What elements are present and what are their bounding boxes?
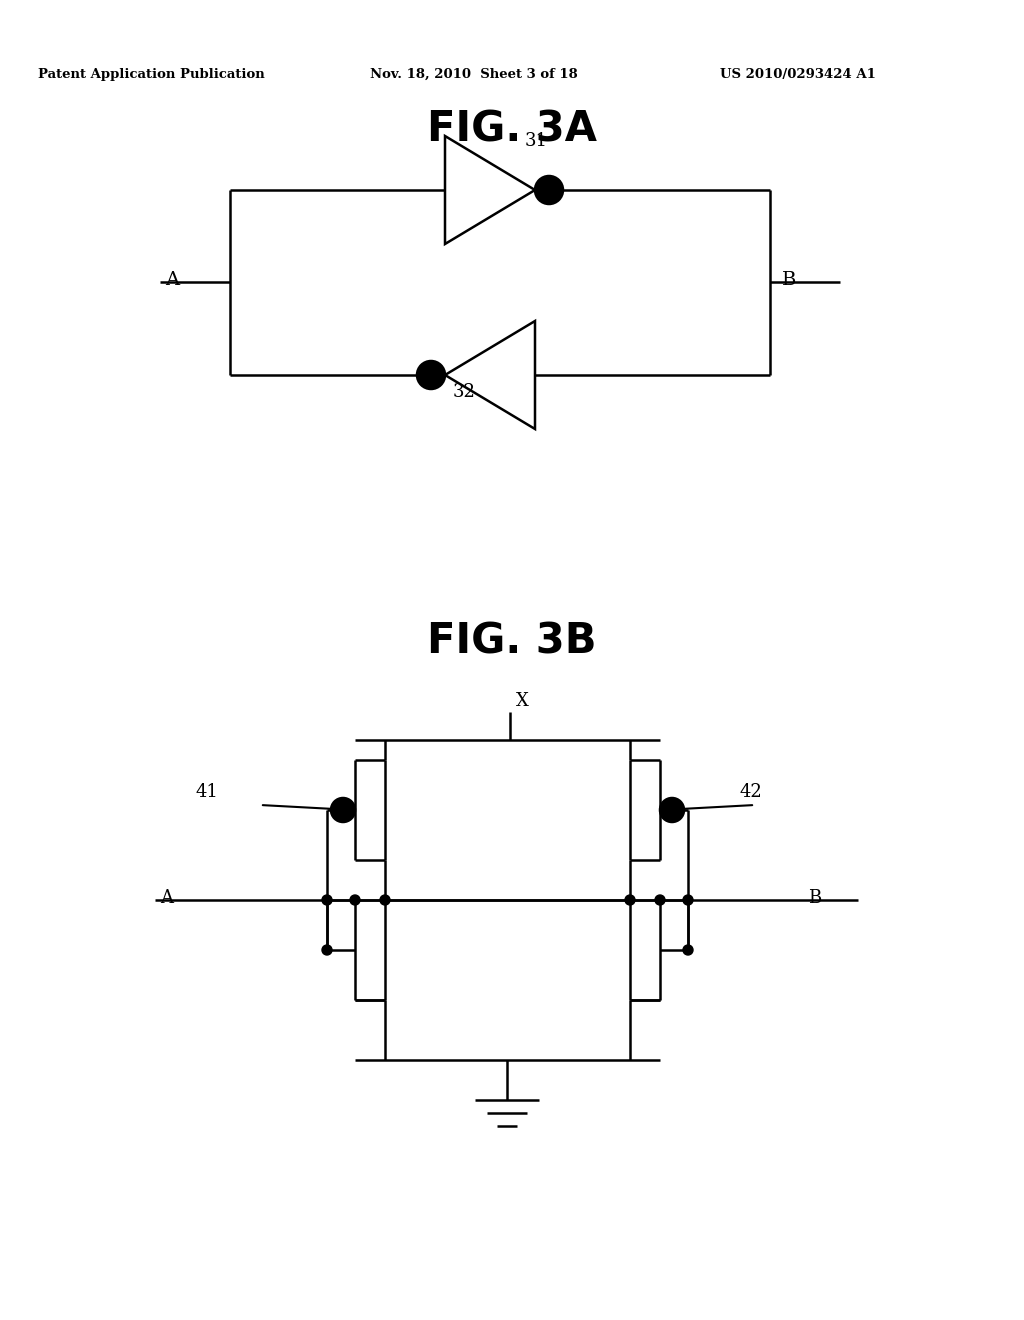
Circle shape (683, 945, 693, 954)
Text: B: B (782, 271, 797, 289)
Text: Patent Application Publication: Patent Application Publication (38, 69, 265, 81)
Circle shape (655, 895, 665, 906)
Circle shape (322, 895, 332, 906)
Circle shape (417, 360, 445, 389)
Circle shape (660, 799, 684, 822)
Text: X: X (516, 692, 528, 710)
Text: 41: 41 (195, 783, 218, 801)
Circle shape (350, 895, 360, 906)
Text: A: A (165, 271, 179, 289)
Circle shape (625, 895, 635, 906)
Circle shape (380, 895, 390, 906)
Circle shape (683, 895, 693, 906)
Text: A: A (160, 888, 173, 907)
Text: US 2010/0293424 A1: US 2010/0293424 A1 (720, 69, 876, 81)
Circle shape (535, 176, 563, 205)
Circle shape (322, 945, 332, 954)
Text: 31: 31 (525, 132, 548, 150)
Text: Nov. 18, 2010  Sheet 3 of 18: Nov. 18, 2010 Sheet 3 of 18 (370, 69, 578, 81)
Text: B: B (808, 888, 821, 907)
Text: 32: 32 (453, 383, 476, 401)
Circle shape (331, 799, 355, 822)
Text: FIG. 3A: FIG. 3A (427, 108, 597, 150)
Text: FIG. 3B: FIG. 3B (427, 620, 597, 663)
Text: 42: 42 (740, 783, 763, 801)
